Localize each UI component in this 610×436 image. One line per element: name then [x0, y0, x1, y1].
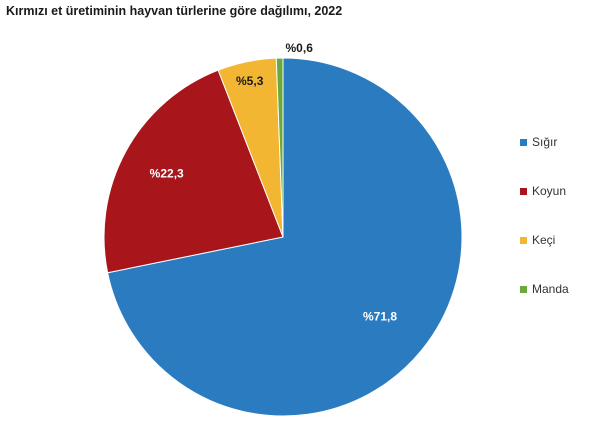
legend-item-keçi: Keçi [520, 232, 606, 248]
legend-swatch [520, 236, 527, 244]
legend-swatch [520, 187, 527, 195]
pie-slices [103, 57, 463, 417]
data-label-keçi: %5,3 [236, 74, 264, 88]
chart-title: Kırmızı et üretiminin hayvan türlerine g… [6, 4, 343, 18]
legend-label: Sığır [532, 135, 558, 149]
legend-swatch [520, 138, 527, 146]
pie-slice-sığır [107, 57, 463, 417]
chart-legend: Sığır Koyun Keçi Manda [520, 134, 606, 330]
legend-label: Keçi [532, 233, 556, 247]
data-label-manda: %0,6 [286, 41, 314, 55]
pie-data-labels: %71,8 %22,3 %5,3 %0,6 [150, 41, 398, 323]
legend-label: Koyun [532, 184, 567, 198]
data-label-sığır: %71,8 [363, 309, 397, 323]
pie-slice-manda [275, 57, 284, 238]
data-label-koyun: %22,3 [150, 167, 184, 181]
legend-label: Manda [532, 282, 569, 296]
legend-item-koyun: Koyun [520, 183, 606, 199]
legend-item-sığır: Sığır [520, 134, 606, 150]
legend-item-manda: Manda [520, 281, 606, 297]
pie-slice-koyun [103, 69, 284, 274]
legend-swatch [520, 285, 527, 293]
